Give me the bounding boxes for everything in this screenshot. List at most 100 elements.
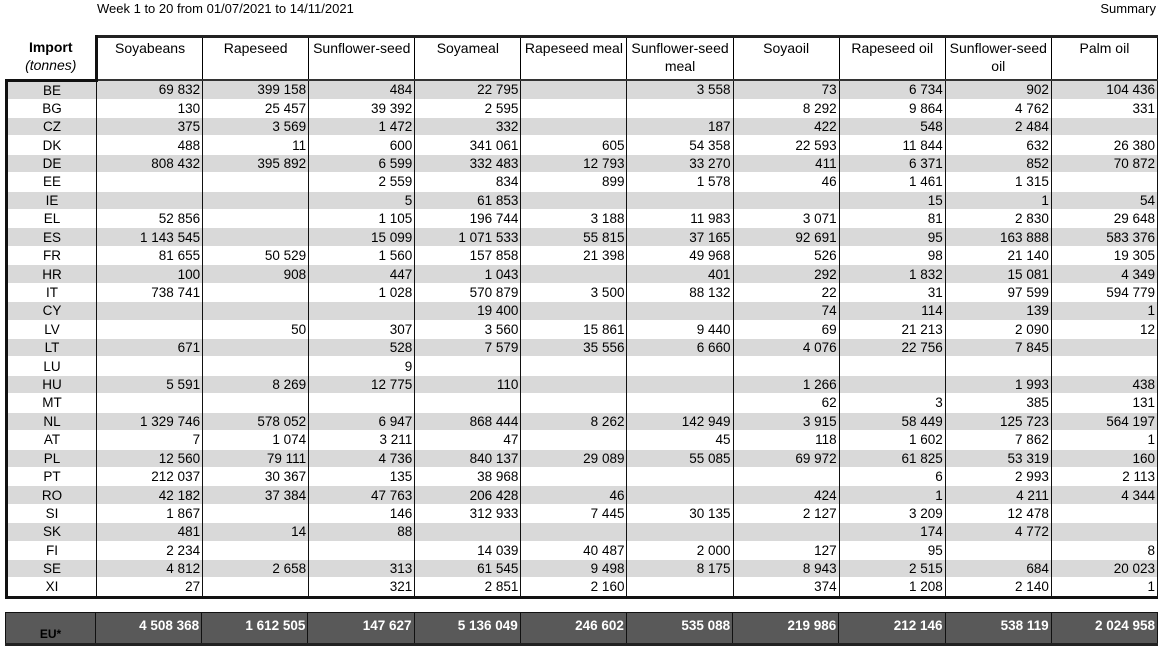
value-cell: 104 436 [1050,80,1159,100]
import-title: Import [28,38,73,55]
value-cell: 20 023 [1050,560,1159,579]
value-cell: 1 602 [838,431,946,450]
country-cell: HR [5,265,97,284]
column-header: Soyaoil [732,35,840,81]
value-cell: 97 599 [944,283,1052,303]
value-cell: 52 856 [95,210,204,229]
value-cell [626,99,734,118]
value-cell: 424 [732,486,840,505]
value-cell [520,117,628,137]
country-cell: HU [5,375,97,395]
value-cell [520,431,628,450]
value-cell: 331 [1050,99,1159,118]
value-cell [95,394,204,413]
value-cell: 3 558 [626,80,734,100]
value-cell: 130 [95,99,204,118]
value-cell: 2 595 [414,99,522,118]
value-cell: 1 [1050,578,1159,600]
value-cell: 5 591 [95,375,204,395]
value-cell: 605 [520,136,628,155]
value-cell: 37 165 [626,228,734,247]
value-cell: 2 993 [944,467,1052,487]
value-cell: 1 208 [838,578,946,600]
column-header: Sunflower-seed oil [944,35,1052,81]
value-cell: 125 723 [944,412,1052,432]
value-cell [202,394,310,413]
value-cell: 196 744 [414,210,522,229]
value-cell: 4 812 [95,560,204,579]
value-cell: 528 [308,338,416,358]
value-cell: 70 872 [1050,154,1159,174]
table-row: IT 738 741 1 028 570 879 3 500 88 132 22 31 97 5… [5,283,1159,303]
value-cell [732,191,840,211]
total-cell: 538 119 [944,612,1052,646]
value-cell [308,302,416,321]
value-cell: 15 [838,191,946,211]
value-cell: 2 658 [202,560,310,579]
value-cell: 6 371 [838,154,946,174]
table-row: HU 5 591 8 269 12 775 110 1 266 1 993 438 [5,375,1159,395]
table-row: AT 7 1 074 3 211 47 45 118 1 602 7 862 1 [5,431,1159,450]
table-row: XI 27 321 2 851 2 160 374 1 208 2 140 1 [5,578,1159,600]
value-cell: 1 105 [308,210,416,229]
value-cell [944,357,1052,376]
value-cell: 42 182 [95,486,204,505]
value-cell [626,486,734,505]
value-cell: 488 [95,136,204,155]
value-cell [202,504,310,524]
value-cell: 1 867 [95,504,204,524]
value-cell: 4 772 [944,523,1052,542]
value-cell: 35 556 [520,338,628,358]
value-cell [414,357,522,376]
value-cell [95,191,204,211]
value-cell: 4 736 [308,449,416,468]
value-cell: 2 000 [626,541,734,561]
value-cell: 12 560 [95,449,204,468]
value-cell: 69 [732,320,840,339]
value-cell: 6 660 [626,338,734,358]
value-cell: 6 734 [838,80,946,100]
value-cell: 131 [1050,394,1159,413]
value-cell: 212 037 [95,467,204,487]
value-cell [202,191,310,211]
value-cell: 7 [95,431,204,450]
value-cell: 2 127 [732,504,840,524]
value-cell: 9 498 [520,560,628,579]
column-header: Palm oil [1050,35,1159,81]
table-row: NL 1 329 746 578 052 6 947 868 444 8 262 142 9… [5,412,1159,432]
value-cell: 22 795 [414,80,522,100]
country-cell: LT [5,338,97,358]
value-cell [202,338,310,358]
value-cell: 7 445 [520,504,628,524]
value-cell: 3 188 [520,210,628,229]
value-cell: 8 943 [732,560,840,579]
value-cell [202,210,310,229]
unit-label: (tonnes) [25,56,77,73]
value-cell: 484 [308,80,416,100]
value-cell: 9 [308,357,416,376]
value-cell: 2 484 [944,117,1052,137]
value-cell: 1 832 [838,265,946,284]
value-cell: 583 376 [1050,228,1159,247]
value-cell [626,191,734,211]
value-cell [202,302,310,321]
table-row: LU 9 [5,357,1159,376]
value-cell: 422 [732,117,840,137]
value-cell: 411 [732,154,840,174]
value-cell: 11 983 [626,210,734,229]
value-cell [202,541,310,561]
summary-link[interactable]: Summary [1100,1,1156,16]
value-cell: 4 762 [944,99,1052,118]
value-cell [1050,504,1159,524]
value-cell [520,394,628,413]
value-cell: 163 888 [944,228,1052,247]
value-cell: 321 [308,578,416,600]
value-cell: 21 140 [944,246,1052,266]
value-cell: 27 [95,578,204,600]
value-cell: 374 [732,578,840,600]
value-cell [732,467,840,487]
value-cell: 8 175 [626,560,734,579]
country-cell: MT [5,394,97,413]
value-cell: 3 569 [202,117,310,137]
value-cell [626,467,734,487]
